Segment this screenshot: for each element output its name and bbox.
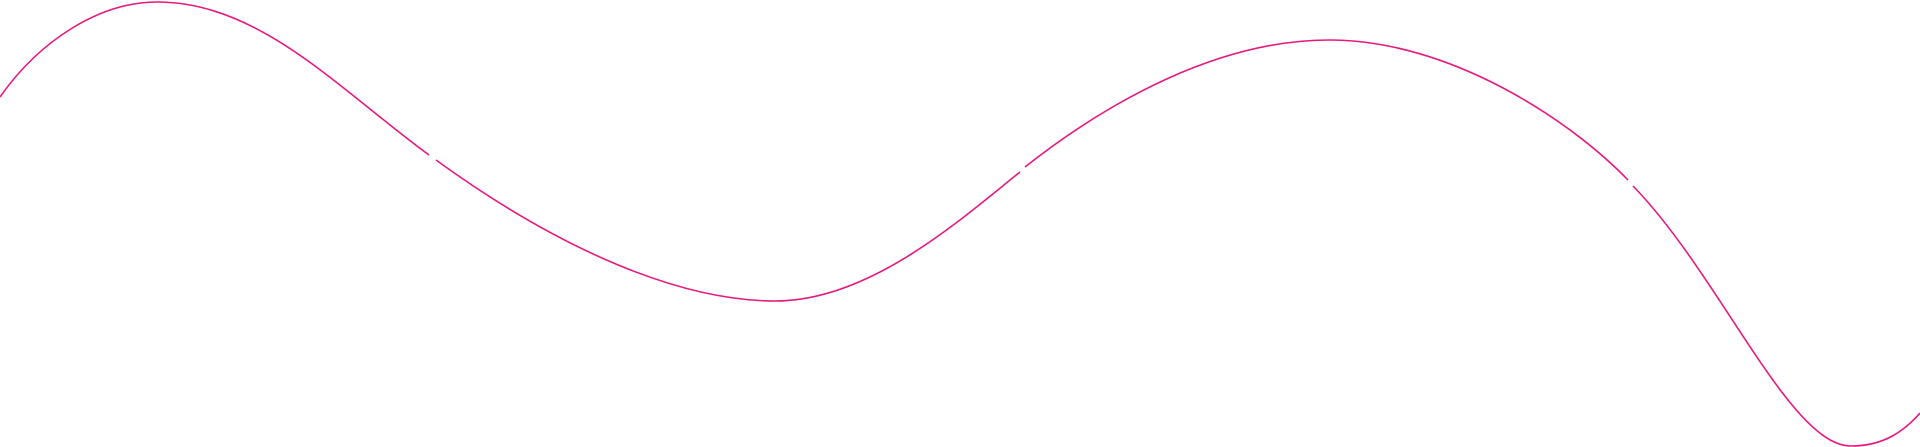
wave-segment-4 [1632,185,1920,447]
wave-segment-2 [435,159,1021,302]
wave-segment-1 [0,1,430,156]
wave-segment-3 [1024,39,1629,181]
